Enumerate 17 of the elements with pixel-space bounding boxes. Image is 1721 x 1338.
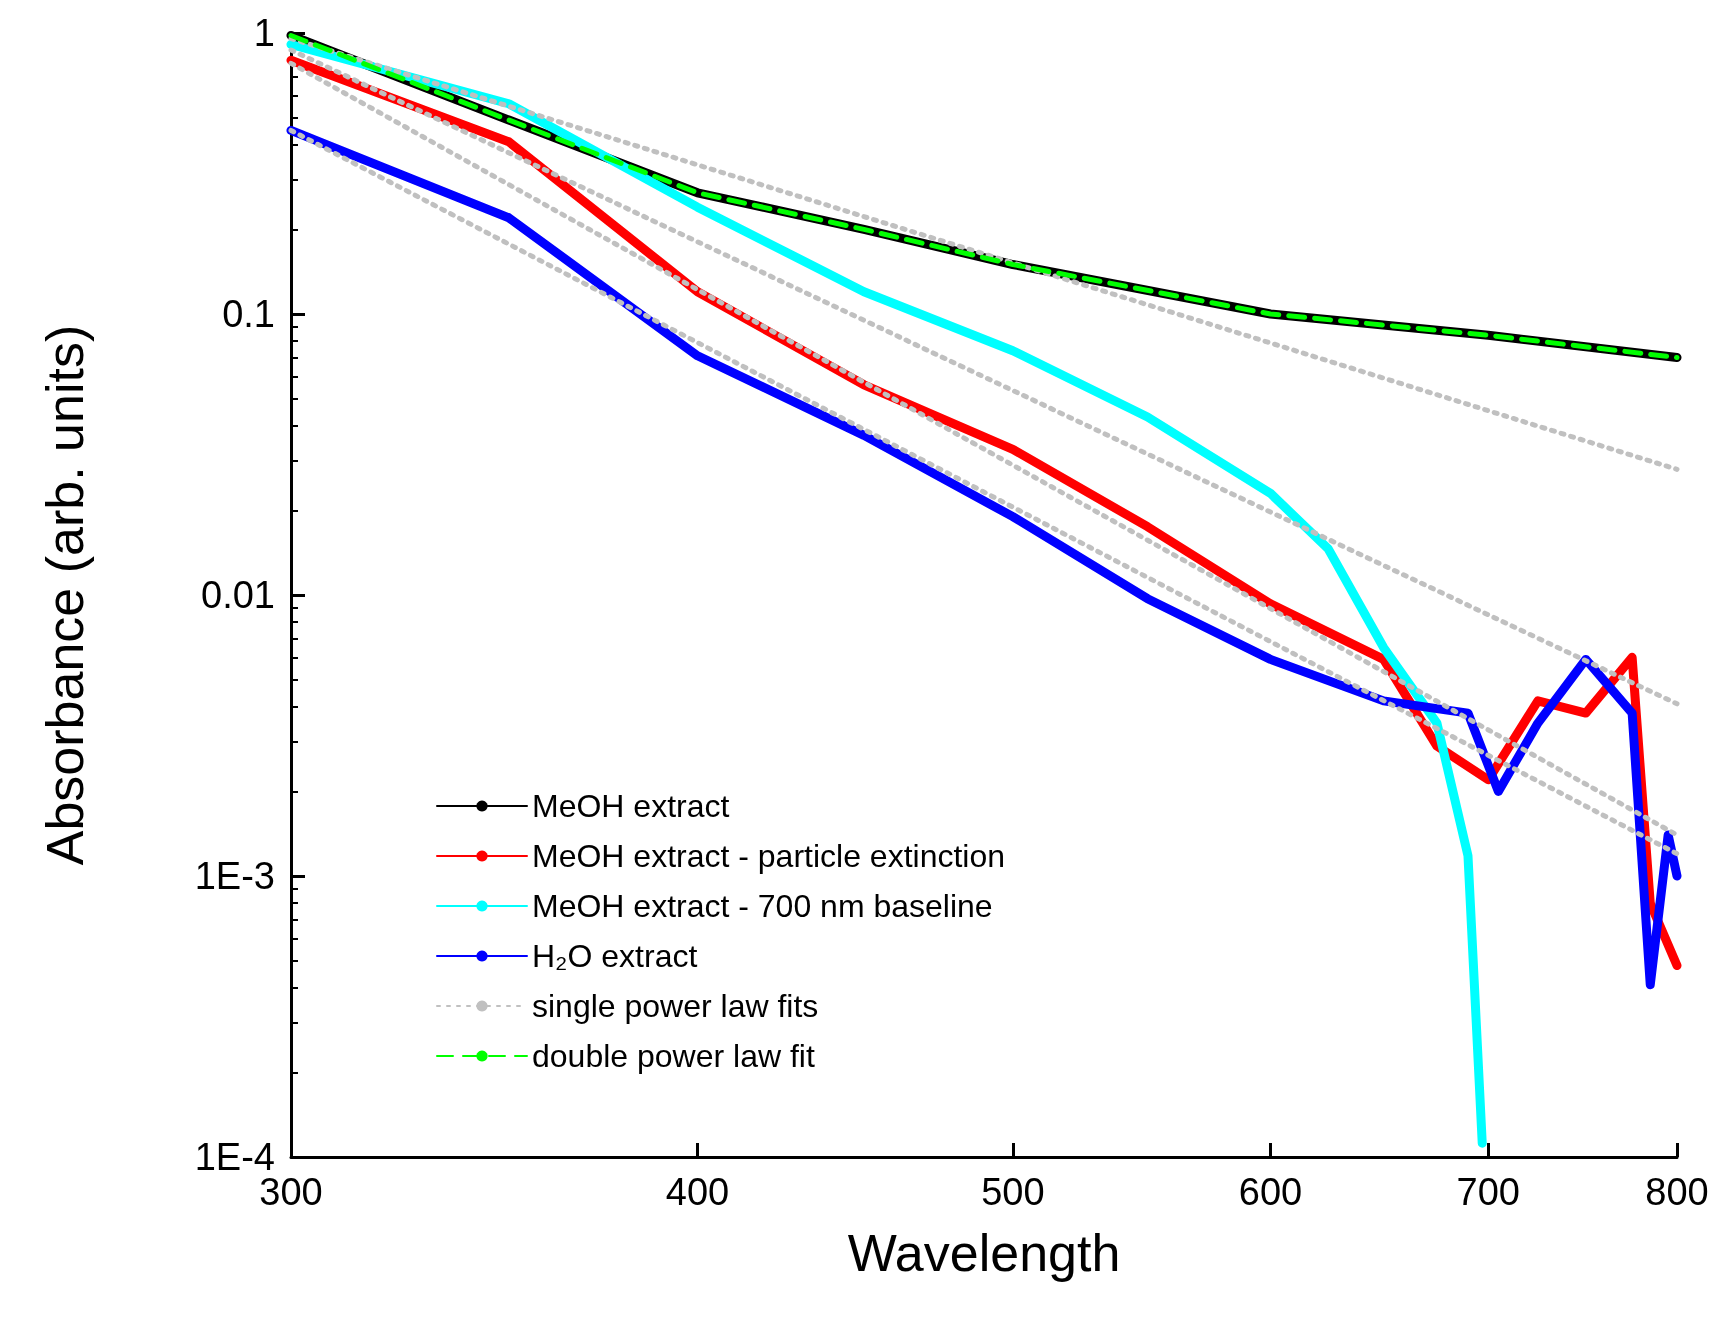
x-tick-label: 500 — [981, 1171, 1045, 1213]
x-tick-label: 400 — [665, 1171, 730, 1213]
legend-label: H₂O extract — [532, 938, 698, 974]
y-axis-title: Absorbance (arb. units) — [36, 324, 94, 866]
x-tick-label: 600 — [1238, 1171, 1303, 1213]
y-tick-label: 1E-3 — [194, 855, 275, 897]
y-tick-label: 1 — [253, 12, 275, 54]
legend-label: single power law fits — [532, 988, 819, 1024]
legend-label: MeOH extract - 700 nm baseline — [532, 888, 993, 924]
legend-label: MeOH extract — [532, 788, 730, 824]
legend-label: double power law fit — [532, 1038, 815, 1074]
x-axis-title: Wavelength — [847, 1224, 1121, 1282]
x-tick-label: 700 — [1456, 1171, 1521, 1213]
legend-label: MeOH extract - particle extinction — [532, 838, 1006, 874]
x-tick-label: 800 — [1645, 1171, 1709, 1213]
y-tick-label: 0.01 — [201, 574, 275, 616]
y-tick-label: 0.1 — [222, 293, 275, 335]
